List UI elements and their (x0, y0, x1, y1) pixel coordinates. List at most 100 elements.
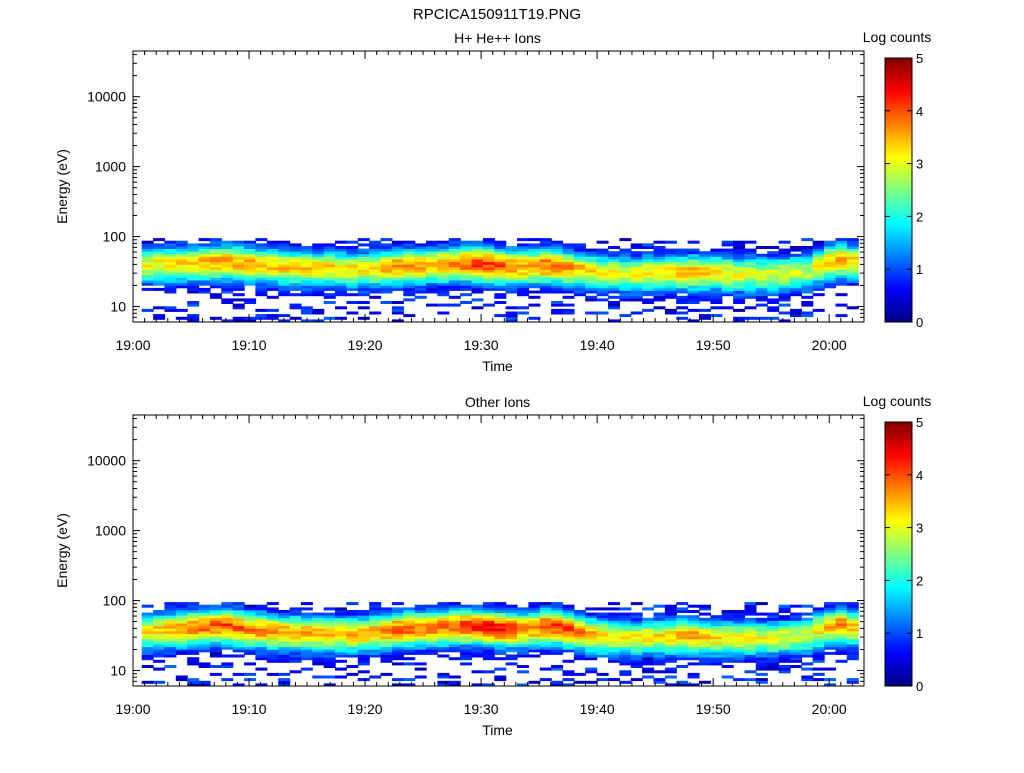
heatmap-cell (562, 641, 575, 645)
heatmap-cell (539, 269, 552, 273)
heatmap-cell (289, 306, 302, 310)
heatmap-cell (539, 610, 552, 613)
heatmap-cell (369, 285, 382, 289)
heatmap-cell (778, 282, 791, 286)
heatmap-cell (232, 319, 245, 323)
heatmap-cell (505, 628, 518, 632)
heatmap-cell (528, 285, 541, 289)
heatmap-cell (562, 607, 575, 611)
heatmap-cell (312, 290, 325, 294)
heatmap-cell (164, 256, 177, 260)
heatmap-cell (209, 316, 222, 320)
heatmap-cell (335, 654, 347, 658)
heatmap-cell (414, 630, 427, 634)
heatmap-cell (300, 657, 313, 661)
heatmap-cell (380, 620, 393, 624)
heatmap-cell (426, 269, 438, 273)
heatmap-cell (244, 316, 257, 320)
heatmap-cell (551, 623, 564, 627)
heatmap-cell (608, 306, 620, 310)
heatmap-cell (676, 295, 689, 299)
heatmap-cell (335, 649, 347, 653)
heatmap-cell (653, 651, 666, 655)
heatmap-cell (300, 646, 313, 650)
heatmap-cell (562, 612, 575, 616)
heatmap-cell (380, 248, 393, 252)
heatmap-cell (812, 623, 825, 627)
heatmap-cell (289, 282, 302, 286)
heatmap-cell (676, 269, 689, 273)
heatmap-cell (255, 644, 268, 648)
heatmap-cell (164, 612, 177, 616)
heatmap-cell (278, 657, 291, 661)
heatmap-cell (221, 644, 234, 648)
heatmap-cell (335, 615, 347, 619)
heatmap-cell (608, 272, 620, 276)
heatmap-cell (687, 651, 700, 655)
heatmap-cell (630, 602, 643, 606)
heatmap-cell (244, 264, 257, 268)
heatmap-cell (221, 646, 234, 650)
heatmap-cell (653, 657, 666, 661)
heatmap-cell (562, 290, 575, 294)
heatmap-cell (528, 246, 541, 249)
heatmap-cell (710, 644, 723, 648)
heatmap-cell (187, 607, 200, 611)
heatmap-cell (539, 678, 552, 682)
heatmap-cell (403, 620, 416, 624)
heatmap-cell (721, 641, 734, 645)
heatmap-cell (528, 620, 541, 624)
heatmap-cell (573, 282, 586, 286)
heatmap-cell (312, 612, 325, 616)
heatmap-cell (391, 617, 404, 621)
heatmap-cell (585, 641, 598, 645)
heatmap-cell (232, 240, 245, 244)
heatmap-cell (573, 628, 586, 632)
heatmap-cell (448, 282, 461, 286)
heatmap-cell (141, 651, 154, 655)
heatmap-cell (312, 615, 325, 619)
heatmap-cell (391, 657, 404, 661)
heatmap-cell (323, 625, 336, 629)
heatmap-cell (437, 615, 450, 619)
heatmap-cell (539, 644, 552, 648)
heatmap-cell (323, 251, 336, 255)
heatmap-cell (278, 644, 291, 648)
heatmap-cell (710, 269, 723, 273)
heatmap-cell (312, 246, 325, 249)
heatmap-cell (676, 641, 689, 645)
heatmap-cell (437, 246, 450, 249)
heatmap-cell (403, 662, 416, 666)
heatmap-cell (175, 285, 188, 289)
heatmap-cell (175, 277, 188, 281)
heatmap-cell (244, 253, 257, 257)
heatmap-cell (812, 649, 825, 653)
heatmap-cell (733, 646, 746, 650)
heatmap-cell (562, 659, 575, 663)
heatmap-cell (232, 638, 245, 642)
heatmap-cell (369, 240, 382, 244)
heatmap-cell (141, 625, 154, 629)
heatmap-cell (585, 615, 598, 619)
heatmap-cell (573, 277, 586, 281)
heatmap-cell (198, 625, 211, 629)
heatmap-cell (846, 240, 859, 244)
heatmap-cell (642, 253, 655, 257)
heatmap-cell (244, 248, 257, 252)
heatmap-cell (437, 683, 450, 687)
heatmap-cell (403, 298, 416, 302)
heatmap-cell (335, 638, 347, 642)
heatmap-cell (244, 259, 257, 263)
heatmap-cell (619, 287, 632, 291)
heatmap-cell (539, 243, 552, 247)
heatmap-cell (482, 657, 495, 661)
heatmap-cell (369, 243, 382, 247)
heatmap-cell (653, 662, 666, 666)
heatmap-cell (801, 259, 814, 263)
heatmap-cell (244, 272, 257, 276)
heatmap-cell (323, 651, 336, 655)
heatmap-cell (141, 638, 154, 642)
heatmap-cell (300, 602, 313, 606)
heatmap-cell (437, 675, 450, 679)
heatmap-cell (403, 610, 416, 613)
